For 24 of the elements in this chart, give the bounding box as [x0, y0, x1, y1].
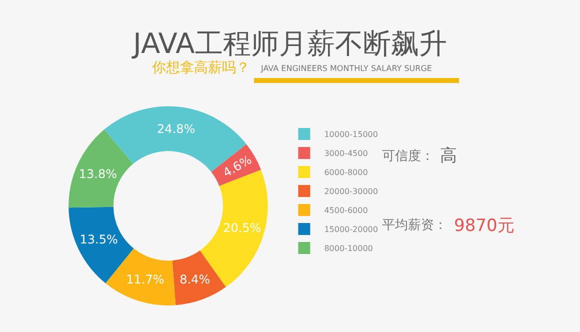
- legend-label: 4500-6000: [324, 206, 368, 216]
- legend-label: 10000-15000: [324, 130, 378, 140]
- legend-label: 8000-10000: [324, 244, 373, 254]
- data-label: 8.4%: [180, 272, 210, 287]
- legend-label: 15000-20000: [324, 225, 378, 234]
- data-label: 4.6%: [220, 152, 254, 180]
- legend-label: 6000-8000: [324, 168, 368, 178]
- legend-label: 3000-4500: [324, 149, 368, 158]
- text: 平均薪资：: [382, 218, 447, 233]
- text: 可信度：: [382, 148, 434, 164]
- data-label: 11.7%: [126, 272, 164, 287]
- data-label: 13.5%: [80, 232, 118, 247]
- donut-slice: [106, 248, 176, 306]
- chart-title: JAVA工程师月薪不断飙升: [131, 26, 447, 60]
- text: JAVA ENGINEERS MONTHLY SALARY SURGE: [260, 64, 432, 73]
- text: 高: [440, 146, 457, 166]
- donut-slice: [68, 130, 133, 208]
- data-label: 20.5%: [223, 221, 262, 236]
- data-label: 24.8%: [157, 122, 196, 136]
- chart-subtitle: 你想拿高薪吗？: [151, 60, 250, 76]
- donut-slice: [172, 250, 226, 306]
- data-label: 13.8%: [78, 166, 118, 181]
- legend-label: 20000-30000: [324, 187, 378, 196]
- text: 9870元: [454, 216, 514, 236]
